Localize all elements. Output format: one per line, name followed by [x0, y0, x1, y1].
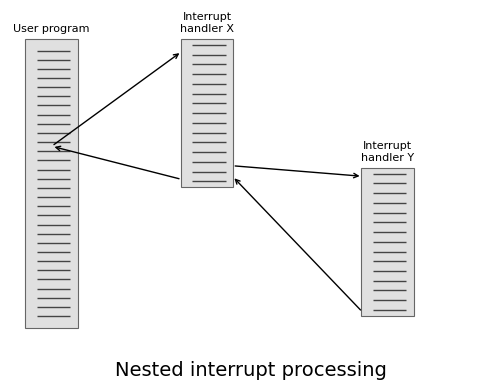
Text: Interrupt
handler Y: Interrupt handler Y — [361, 141, 413, 163]
Bar — [361, 168, 413, 316]
Text: Interrupt
handler X: Interrupt handler X — [180, 12, 233, 34]
Text: User program: User program — [13, 24, 90, 34]
Bar — [25, 39, 78, 328]
Bar — [180, 39, 233, 187]
Text: Nested interrupt processing: Nested interrupt processing — [115, 361, 386, 380]
